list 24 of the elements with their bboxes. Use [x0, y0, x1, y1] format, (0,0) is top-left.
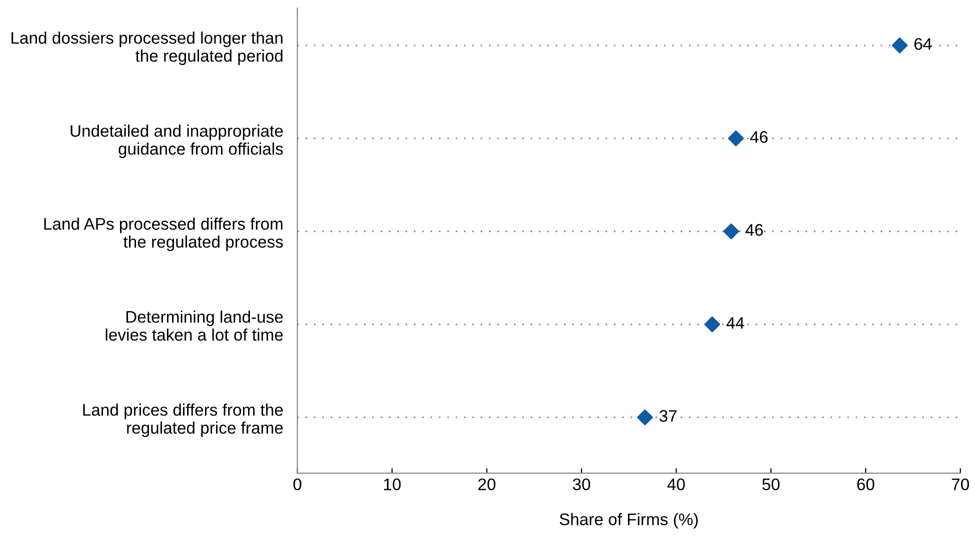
point [892, 37, 908, 54]
y-tick-label: Land prices differs from the regulated price frame [83, 404, 283, 438]
data-label: 44 [726, 317, 744, 329]
data-label: 46 [750, 131, 768, 143]
y-tick-label: Land dossiers processed longer than the regulated period [12, 32, 282, 66]
point [728, 130, 744, 146]
data-label: 46 [745, 224, 763, 236]
data-label: 64 [914, 38, 932, 50]
point [637, 409, 653, 426]
x-tick-label: 60 [857, 478, 874, 490]
y-tick-label: Determining land-use levies taken a lot of time [106, 310, 283, 341]
point [704, 316, 720, 332]
point [723, 223, 740, 240]
y-tick-label: Undetailed and inappropriate guidance from officials [70, 124, 283, 158]
x-tick-label: 30 [572, 478, 590, 490]
x-tick-label: 0 [293, 478, 302, 490]
x-tick-label: 40 [667, 478, 685, 490]
x-tick-label: 20 [478, 478, 496, 490]
x-tick-label: 50 [762, 478, 780, 490]
x-tick-label: 70 [952, 478, 969, 490]
y-tick-label: Land APs processed differs from the regulated process [44, 218, 283, 252]
data-label: 37 [660, 410, 677, 422]
x-axis-title: Share of Firms (%) [560, 512, 698, 529]
x-tick-label: 10 [384, 478, 401, 490]
